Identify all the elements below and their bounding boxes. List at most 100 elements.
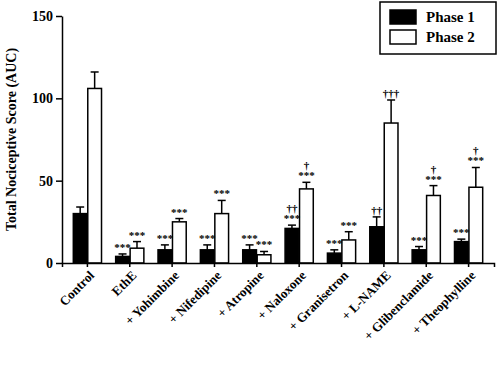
y-tick-label: 150 — [32, 9, 53, 24]
error-cap — [415, 246, 423, 248]
y-tick-mark — [56, 16, 62, 18]
x-tick-mark — [341, 263, 343, 267]
x-tick: Control — [56, 263, 97, 309]
error-cap — [203, 244, 211, 246]
series — [73, 207, 468, 263]
legend-swatch — [390, 30, 416, 44]
bar — [158, 250, 172, 263]
error-stem — [306, 182, 308, 189]
bar — [300, 189, 314, 263]
error-cap — [345, 231, 353, 233]
x-tick-mark — [87, 263, 89, 267]
error-stem — [390, 100, 392, 123]
error-cap — [472, 167, 480, 169]
y-axis-line — [62, 17, 64, 264]
error-bar — [472, 167, 480, 187]
x-tick-mark — [171, 263, 173, 267]
significance: *** — [411, 234, 428, 246]
legend: Phase 1 Phase 2 — [380, 2, 496, 54]
error-bar — [373, 217, 381, 227]
y-tick-mark — [56, 98, 62, 100]
x-tick-mark — [129, 263, 131, 267]
error-cap — [76, 206, 84, 208]
significance: *** — [129, 229, 146, 241]
significance: *** — [298, 169, 315, 181]
error-bar — [345, 232, 353, 240]
error-cap — [133, 241, 141, 243]
bar — [342, 240, 356, 263]
error-bar — [302, 182, 310, 189]
bar — [384, 123, 398, 263]
x-tick-label: + Granisetron — [285, 267, 352, 334]
bar — [88, 88, 102, 263]
y-tick-mark — [56, 263, 62, 265]
significance: *** — [326, 237, 343, 249]
significance: †† — [371, 204, 383, 216]
significance: *** — [468, 154, 485, 166]
bar — [412, 250, 426, 263]
bar — [130, 248, 144, 263]
significance: *** — [341, 219, 358, 231]
y-axis: 0 50 100 150 — [32, 9, 63, 271]
legend-swatch — [390, 10, 416, 24]
bar — [257, 255, 271, 263]
significance: *** — [199, 232, 216, 244]
x-tick-mark — [468, 263, 470, 267]
bar — [370, 227, 384, 263]
x-tick-mark — [425, 263, 427, 267]
legend-label: Phase 1 — [426, 9, 475, 25]
bar — [215, 214, 229, 263]
x-tick: EthE — [109, 263, 140, 299]
error-bar — [387, 100, 395, 123]
bar — [116, 256, 130, 263]
error-stem — [376, 217, 378, 227]
significance: *** — [157, 232, 174, 244]
y-tick-label: 0 — [46, 256, 53, 271]
error-cap — [218, 200, 226, 202]
error-cap — [246, 244, 254, 246]
bar — [427, 195, 441, 263]
error-stem — [94, 72, 96, 88]
error-cap — [91, 71, 99, 73]
error-bar — [91, 72, 99, 88]
error-cap — [457, 238, 465, 240]
bar — [73, 214, 87, 263]
y-tick: 100 — [32, 91, 62, 106]
x-tick: + Nifedipine — [165, 263, 224, 327]
y-tick: 50 — [39, 174, 62, 189]
bar — [469, 187, 483, 263]
x-tick: + Theophylline — [409, 263, 479, 337]
legend-frame — [380, 2, 496, 54]
x-tick-label: Control — [56, 267, 97, 308]
error-cap — [260, 251, 268, 253]
significance: *** — [284, 212, 301, 224]
annotations: ************††******††******************… — [114, 87, 484, 253]
error-cap — [288, 224, 296, 226]
x-tick-mark — [214, 263, 216, 267]
legend-label: Phase 2 — [426, 29, 475, 45]
x-tick-label: + Theophylline — [409, 268, 479, 338]
x-tick-label: EthE — [109, 268, 140, 299]
error-stem — [136, 242, 138, 249]
error-bar — [218, 200, 226, 213]
bar — [454, 242, 468, 263]
error-cap — [429, 185, 437, 187]
x-tick-mark — [298, 263, 300, 267]
error-cap — [302, 182, 310, 184]
error-stem — [221, 200, 223, 213]
y-tick: 150 — [32, 9, 62, 24]
error-stem — [79, 207, 81, 214]
significance: *** — [425, 173, 442, 185]
x-axis: ControlEthE+ Yohimbine+ Nifedipine+ Atro… — [56, 263, 494, 343]
error-bar — [133, 242, 141, 249]
significance: *** — [114, 241, 131, 253]
y-tick-mark — [56, 180, 62, 182]
significance: *** — [213, 187, 230, 199]
x-tick-mark — [383, 263, 385, 267]
marks — [73, 72, 482, 263]
plot: ************††******††******************… — [32, 9, 495, 343]
significance: ††† — [383, 87, 400, 99]
error-stem — [348, 232, 350, 240]
x-tick: + Granisetron — [285, 263, 352, 334]
bar — [243, 250, 257, 263]
